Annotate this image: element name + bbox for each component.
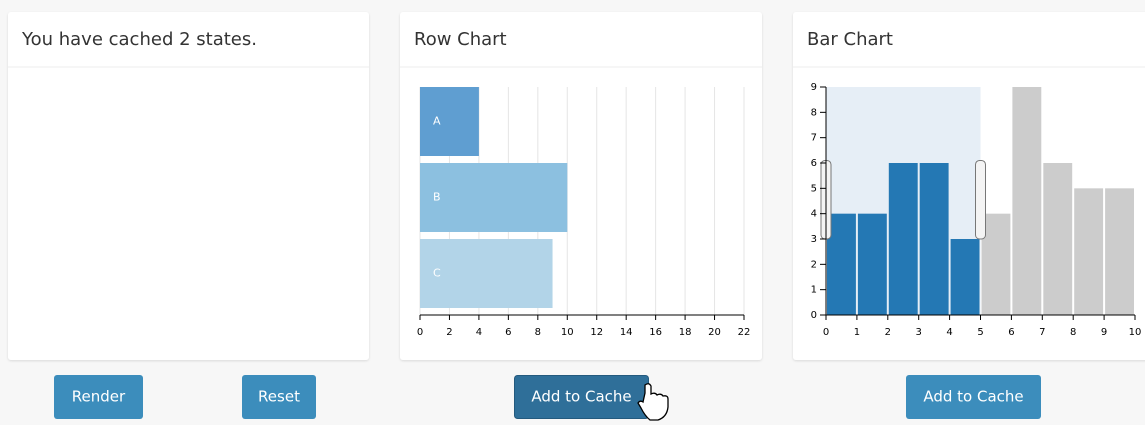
x-tick-label: 3 (916, 327, 922, 338)
x-tick-label: 0 (417, 327, 423, 338)
button-label: Reset (258, 388, 300, 406)
y-tick-label: 9 (811, 82, 817, 93)
x-tick-label: 4 (476, 327, 482, 338)
row-label: C (433, 267, 441, 280)
y-tick-label: 2 (811, 259, 817, 270)
row-bar (420, 87, 479, 156)
y-tick-label: 4 (811, 209, 817, 220)
button-label: Render (72, 388, 126, 406)
bar (981, 213, 1011, 315)
bar (827, 213, 856, 315)
y-tick-label: 6 (811, 158, 817, 169)
x-tick-label: 8 (1070, 327, 1076, 338)
x-tick-label: 22 (738, 327, 751, 338)
x-tick-label: 9 (1101, 327, 1107, 338)
panel-title: Bar Chart (807, 29, 893, 50)
cursor (637, 383, 669, 421)
row-bar (420, 163, 568, 232)
y-tick-label: 8 (811, 107, 817, 118)
bar (919, 163, 949, 315)
bar (1105, 188, 1134, 315)
y-tick-label: 7 (811, 133, 817, 144)
x-tick-label: 2 (446, 327, 452, 338)
x-tick-label: 8 (535, 327, 541, 338)
x-tick-label: 6 (1008, 327, 1014, 338)
row-label: B (433, 191, 441, 204)
x-tick-label: 16 (649, 327, 662, 338)
x-tick-label: 4 (946, 327, 952, 338)
bar (1043, 163, 1073, 315)
row-label: A (433, 115, 441, 128)
x-tick-label: 6 (505, 327, 511, 338)
x-tick-label: 1 (854, 327, 860, 338)
x-tick-label: 12 (590, 327, 603, 338)
x-tick-label: 14 (620, 327, 633, 338)
render-button[interactable]: Render (54, 375, 143, 419)
x-tick-label: 10 (561, 327, 574, 338)
button-label: Add to Cache (923, 388, 1023, 406)
x-tick-label: 7 (1039, 327, 1045, 338)
brush-handle (975, 159, 986, 240)
x-tick-label: 10 (1129, 327, 1142, 338)
panel-title: You have cached 2 states. (21, 29, 257, 50)
bar (888, 163, 918, 315)
x-tick-label: 2 (885, 327, 891, 338)
x-tick-label: 20 (708, 327, 721, 338)
panel-title: Row Chart (414, 29, 507, 50)
reset-button[interactable]: Reset (242, 375, 316, 419)
y-tick-label: 5 (811, 183, 817, 194)
bar (950, 239, 980, 315)
row-bar (420, 239, 553, 308)
add-to-cache-button[interactable]: Add to Cache (514, 375, 649, 419)
y-tick-label: 3 (811, 234, 817, 245)
bar (1012, 87, 1042, 315)
bar (857, 213, 887, 315)
x-tick-label: 18 (679, 327, 692, 338)
panel: You have cached 2 states. (8, 12, 369, 360)
x-tick-label: 0 (823, 327, 829, 338)
button-label: Add to Cache (531, 388, 631, 406)
y-tick-label: 1 (811, 285, 817, 296)
x-tick-label: 5 (977, 327, 983, 338)
add-to-cache-button[interactable]: Add to Cache (906, 375, 1041, 419)
bar (1074, 188, 1104, 315)
y-tick-label: 0 (811, 310, 817, 321)
